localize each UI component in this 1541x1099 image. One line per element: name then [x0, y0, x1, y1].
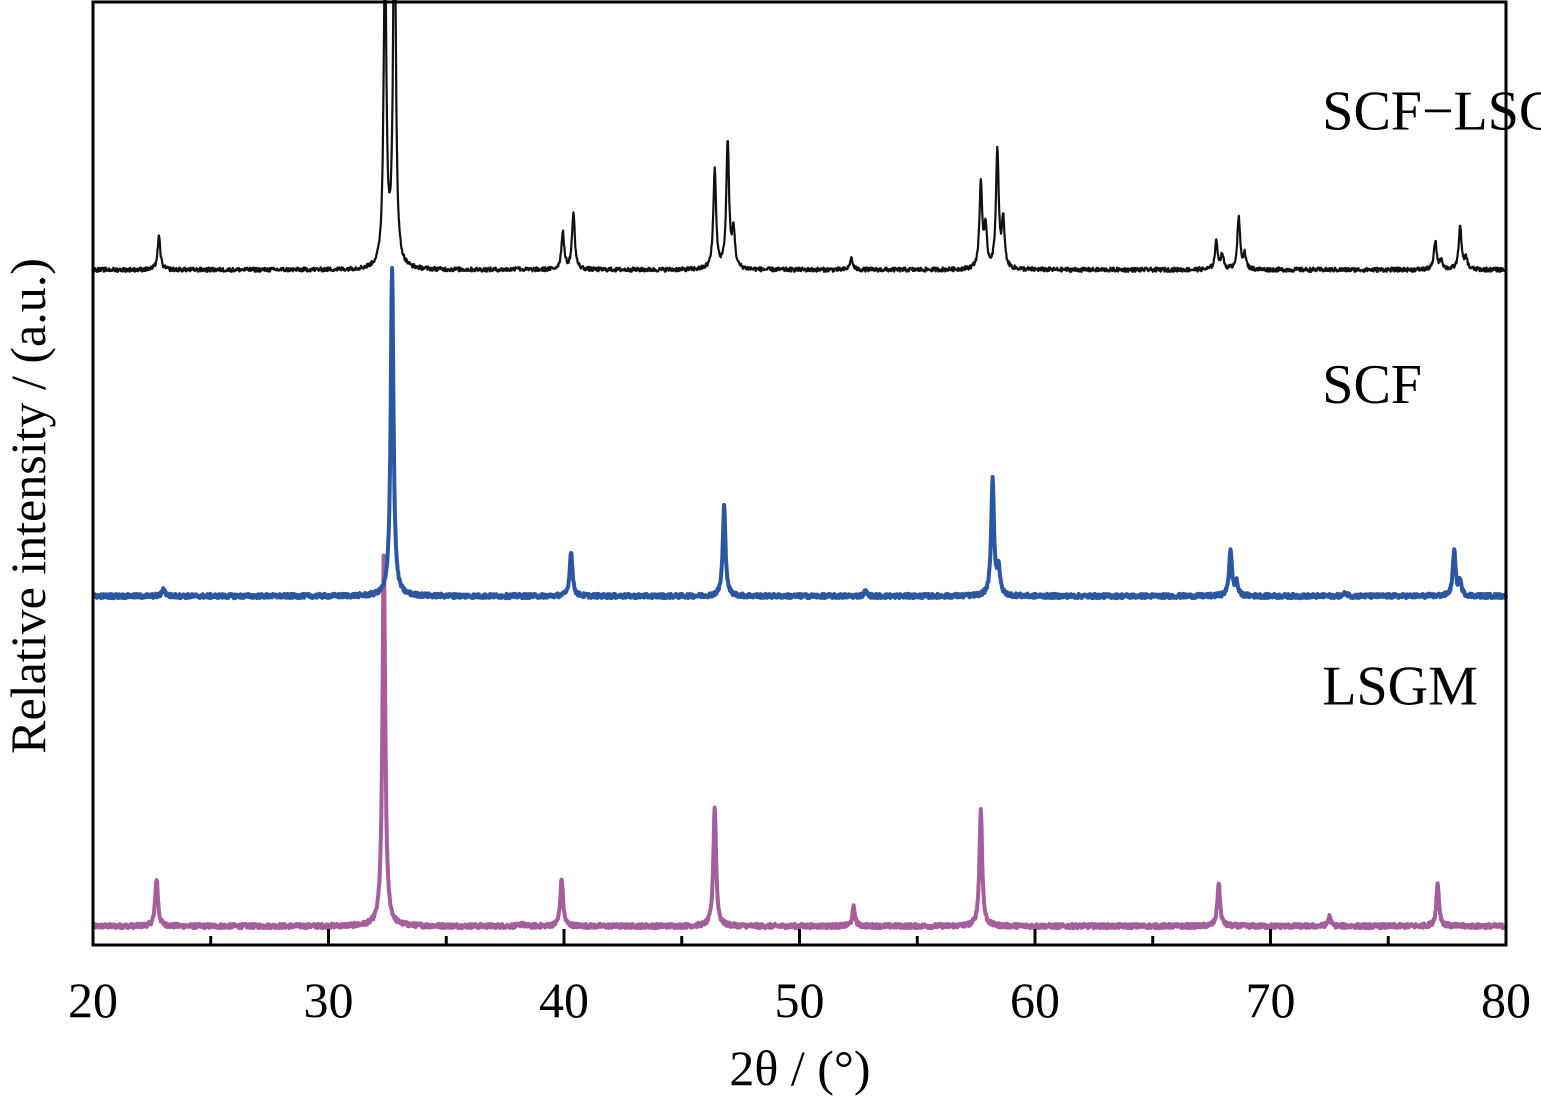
series-label-scf-lsgm: SCF−LSGM: [1322, 80, 1541, 142]
x-tick-label: 40: [539, 972, 589, 1028]
x-axis-label: 2θ / (°): [729, 1040, 870, 1096]
series-line-lsgm: [91, 553, 1508, 931]
series-label-scf: SCF: [1322, 354, 1422, 416]
x-tick-label: 30: [304, 972, 354, 1028]
x-tick-label: 80: [1481, 972, 1531, 1028]
x-axis-ticks: [91, 929, 1508, 945]
series-label-lsgm: LSGM: [1322, 656, 1478, 718]
plot-frame: [91, 0, 1508, 947]
x-tick-label: 60: [1010, 972, 1060, 1028]
series-line-scf: [91, 266, 1508, 601]
x-tick-label: 70: [1246, 972, 1296, 1028]
series-labels: SCF−LSGM SCF LSGM: [1322, 80, 1541, 717]
series-line-scf-lsgm: [91, 0, 1508, 273]
plot-area: [91, 0, 1508, 931]
x-axis-tick-labels: 20 30 40 50 60 70 80: [68, 972, 1531, 1028]
x-tick-label: 50: [775, 972, 825, 1028]
y-axis-label: Relative intensity / (a.u.): [0, 258, 56, 754]
x-tick-label: 20: [68, 972, 118, 1028]
